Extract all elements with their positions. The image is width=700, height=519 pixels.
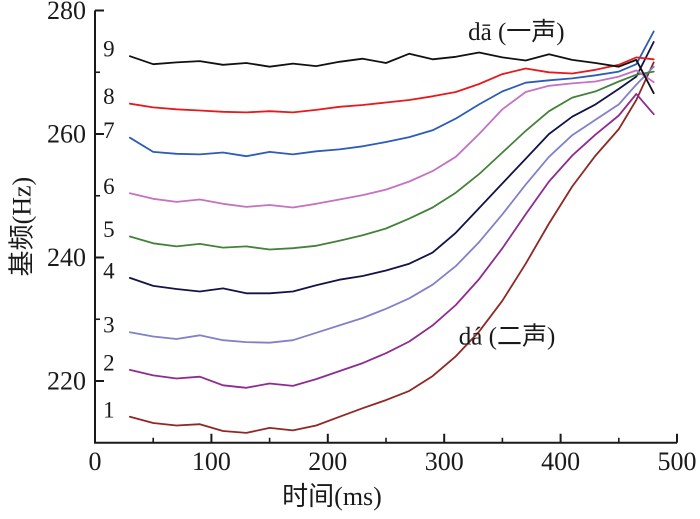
series-label-6: 6 [103, 174, 115, 199]
series-line-6 [128, 69, 655, 209]
annotation-tone1: dā (一声) [468, 18, 565, 46]
x-axis-title: 时间(ms) [282, 482, 382, 511]
series-line-3 [128, 65, 655, 344]
x-tick-label: 300 [425, 447, 464, 476]
series-line-5 [128, 70, 655, 251]
series-label-3: 3 [103, 313, 115, 338]
y-tick-label: 240 [47, 243, 86, 272]
series-line-2 [128, 93, 655, 389]
series-label-5: 5 [103, 217, 115, 242]
y-tick-label: 220 [47, 367, 86, 396]
x-tick-label: 400 [541, 447, 580, 476]
x-tick-label: 0 [89, 447, 102, 476]
series-line-4 [128, 41, 655, 295]
series-label-7: 7 [103, 118, 115, 143]
series-label-4: 4 [103, 258, 115, 283]
series-label-9: 9 [103, 37, 115, 62]
series-line-7 [128, 30, 655, 158]
y-axis-title: 基频(Hz) [8, 177, 37, 277]
series-line-8 [128, 56, 655, 114]
x-tick-label: 100 [192, 447, 231, 476]
series-label-1: 1 [103, 397, 115, 422]
series-label-8: 8 [103, 84, 115, 109]
annotation-tone2: dá (二声) [459, 323, 556, 351]
series-line-9 [128, 51, 655, 95]
x-tick-label: 500 [658, 447, 697, 476]
y-tick-label: 280 [47, 0, 86, 25]
series-label-2: 2 [103, 350, 115, 375]
y-tick-label: 260 [47, 120, 86, 149]
x-tick-label: 200 [308, 447, 347, 476]
series-line-1 [128, 61, 655, 434]
